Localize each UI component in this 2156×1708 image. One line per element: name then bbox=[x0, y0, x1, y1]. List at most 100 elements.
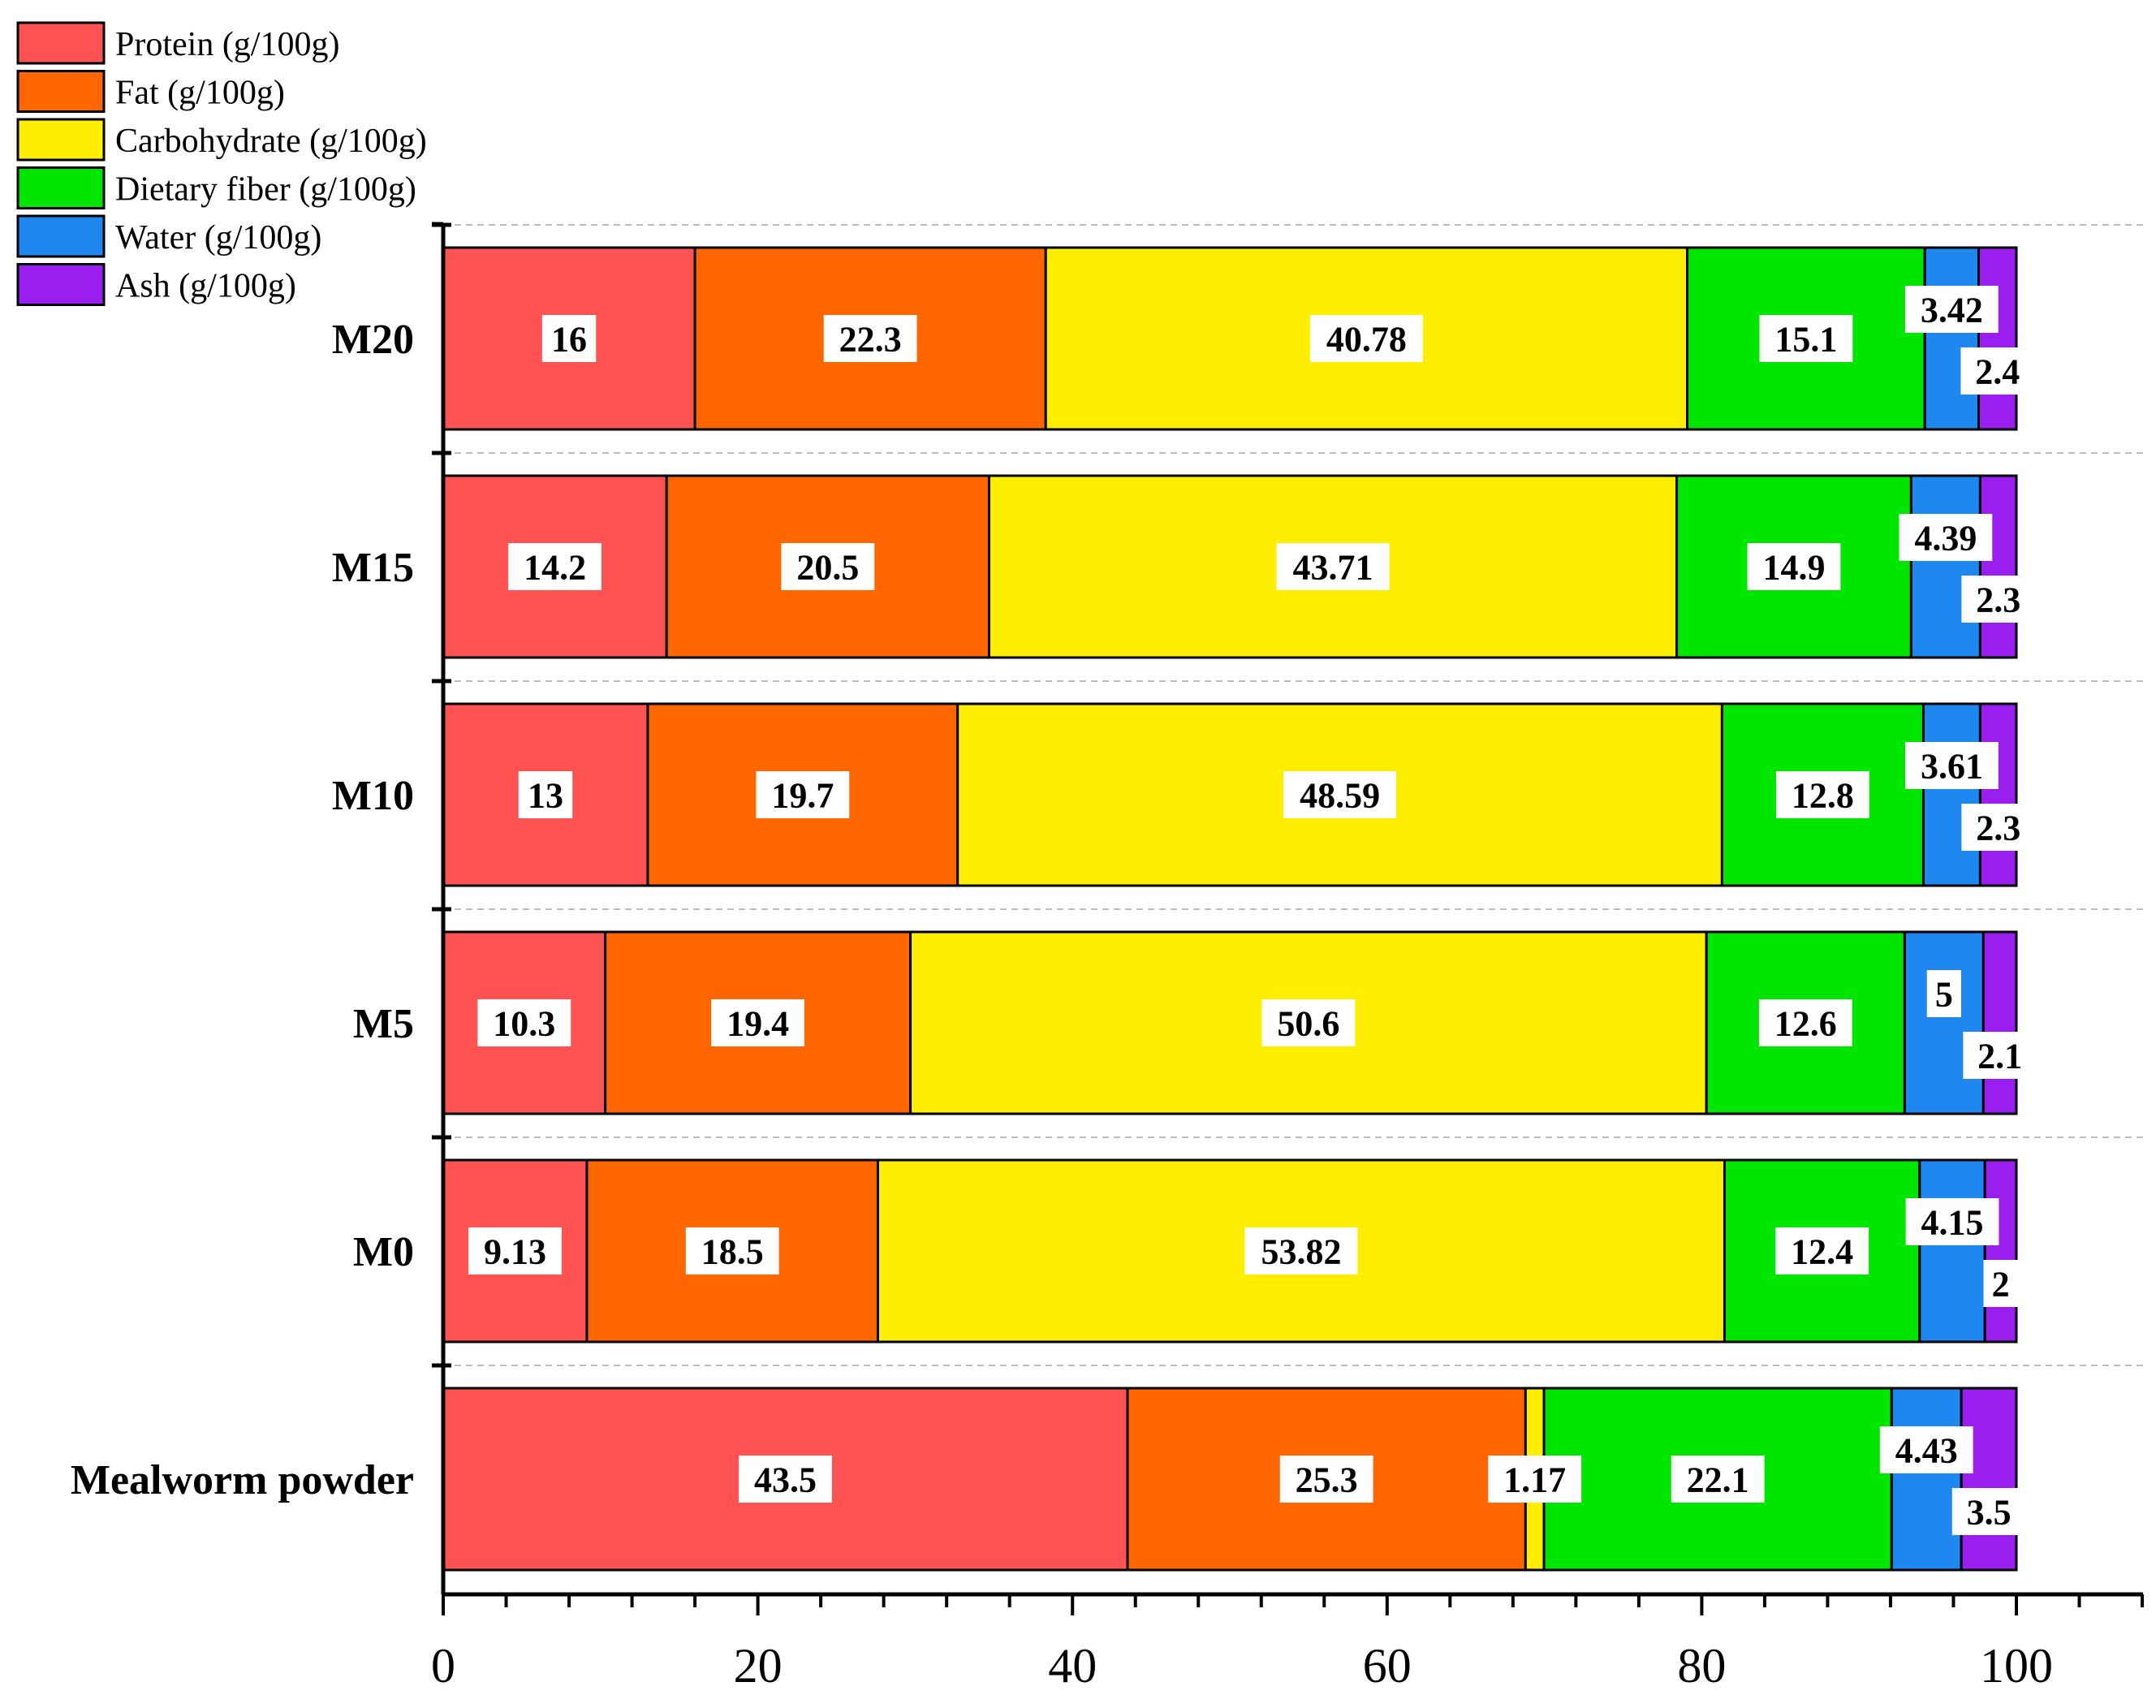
legend: Protein (g/100g) Fat (g/100g) Carbohydrate… bbox=[16, 21, 427, 306]
category-label: M15 bbox=[332, 545, 414, 591]
data-label: 2.4 bbox=[1975, 352, 2020, 391]
legend-label: Protein (g/100g) bbox=[115, 26, 339, 63]
bar-segment bbox=[1978, 474, 2018, 659]
data-label-box bbox=[1960, 347, 2035, 395]
data-label-box bbox=[1244, 1227, 1358, 1275]
bar-segment bbox=[1983, 1158, 2018, 1344]
data-label-box bbox=[1775, 1227, 1869, 1275]
data-label: 16 bbox=[551, 319, 587, 359]
data-label-box bbox=[468, 1227, 562, 1275]
data-label: 19.7 bbox=[771, 775, 834, 815]
data-label: 14.9 bbox=[1762, 547, 1825, 587]
data-label: 20.5 bbox=[796, 547, 859, 587]
bar-segment bbox=[1978, 702, 2018, 887]
x-tick-label: 60 bbox=[1363, 1639, 1412, 1693]
data-label: 22.3 bbox=[839, 319, 902, 359]
data-label: 4.39 bbox=[1914, 518, 1977, 558]
legend-label: Water (g/100g) bbox=[115, 219, 321, 257]
data-label-box bbox=[1926, 970, 1961, 1017]
category-labels: Mealworm powder M0 M5 M10 M15 M20 bbox=[71, 317, 414, 1503]
data-label: 19.4 bbox=[727, 1003, 789, 1043]
legend-label: Fat (g/100g) bbox=[115, 75, 285, 112]
data-label: 14.2 bbox=[524, 547, 586, 587]
data-label-box bbox=[1879, 1426, 1973, 1473]
data-label: 3.42 bbox=[1921, 290, 1983, 330]
data-label: 43.71 bbox=[1293, 547, 1373, 587]
data-label: 4.15 bbox=[1921, 1202, 1984, 1242]
axes: 0 20 40 60 80 100 bbox=[431, 222, 2145, 1693]
data-label: 18.5 bbox=[701, 1231, 764, 1271]
data-label-box bbox=[1951, 1488, 2026, 1535]
data-label-box bbox=[1283, 771, 1397, 818]
legend-swatch bbox=[16, 118, 106, 162]
legend-swatch bbox=[16, 263, 106, 306]
data-label-box bbox=[477, 999, 571, 1046]
category-label: M5 bbox=[353, 1001, 414, 1047]
data-label-box bbox=[1671, 1456, 1765, 1503]
data-label: 1.17 bbox=[1503, 1460, 1566, 1499]
data-label-box bbox=[823, 315, 917, 362]
x-tick-label: 0 bbox=[431, 1639, 455, 1693]
data-label: 12.8 bbox=[1792, 775, 1854, 815]
bar-segment bbox=[1909, 474, 1981, 659]
data-label: 2.3 bbox=[1976, 808, 2020, 848]
data-label-box bbox=[711, 999, 804, 1046]
x-tick-label: 100 bbox=[1980, 1639, 2053, 1693]
legend-swatch bbox=[16, 214, 106, 258]
data-label-box bbox=[756, 771, 850, 818]
category-label: Mealworm powder bbox=[71, 1457, 414, 1503]
bar-segment bbox=[1921, 702, 1981, 887]
data-label: 40.78 bbox=[1326, 319, 1407, 359]
data-label-box bbox=[508, 543, 602, 590]
bar-segment bbox=[1918, 1158, 1986, 1344]
data-label: 9.13 bbox=[484, 1231, 546, 1271]
legend-swatch bbox=[16, 21, 106, 65]
x-tick-label: 80 bbox=[1677, 1639, 1726, 1693]
data-label-box bbox=[1961, 804, 2036, 851]
data-label-box bbox=[541, 315, 597, 362]
bar-segment bbox=[1903, 930, 1985, 1115]
data-label-box bbox=[1905, 1198, 1999, 1245]
x-tick-label: 40 bbox=[1048, 1639, 1097, 1693]
data-label: 43.5 bbox=[754, 1460, 817, 1499]
data-label-box bbox=[1905, 742, 1999, 789]
data-label-box bbox=[1279, 1456, 1373, 1503]
data-label: 15.1 bbox=[1774, 319, 1837, 359]
data-label-box bbox=[739, 1456, 832, 1503]
data-label: 3.5 bbox=[1967, 1492, 2012, 1532]
data-label-box bbox=[1963, 1032, 2037, 1079]
data-label: 53.82 bbox=[1261, 1231, 1341, 1271]
bar-segment bbox=[1981, 930, 2018, 1115]
data-label-box bbox=[1904, 286, 1999, 333]
data-label: 12.4 bbox=[1791, 1231, 1853, 1271]
data-label: 13 bbox=[528, 775, 563, 815]
data-label: 3.61 bbox=[1921, 746, 1983, 786]
legend-label: Dietary fiber (g/100g) bbox=[115, 171, 416, 209]
data-label-box bbox=[518, 771, 573, 818]
data-label: 10.3 bbox=[493, 1003, 555, 1043]
category-label: M20 bbox=[332, 317, 414, 363]
bars: 43.5 25.3 1.17 22.1 4.433.5 9.13 18.5 53.82 12.4… bbox=[442, 246, 2037, 1572]
bar-segment bbox=[1890, 1387, 1963, 1572]
category-label: M0 bbox=[353, 1229, 414, 1275]
data-label: 12.6 bbox=[1774, 1003, 1837, 1043]
data-label-box bbox=[1758, 999, 1852, 1046]
data-label-box bbox=[1759, 315, 1853, 362]
data-label: 2.3 bbox=[1976, 580, 2020, 619]
data-label-box bbox=[1961, 576, 2036, 623]
category-label: M10 bbox=[332, 773, 414, 819]
data-label-box bbox=[1747, 543, 1841, 590]
data-label: 25.3 bbox=[1296, 1460, 1358, 1499]
legend-label: Carbohydrate (g/100g) bbox=[115, 123, 427, 160]
data-label: 50.6 bbox=[1277, 1003, 1339, 1043]
data-label-box bbox=[1776, 771, 1869, 818]
legend-swatch bbox=[16, 70, 106, 113]
legend-label: Ash (g/100g) bbox=[115, 268, 296, 305]
bar-segment bbox=[442, 474, 668, 659]
data-label: 48.59 bbox=[1300, 775, 1380, 815]
data-label: 22.1 bbox=[1687, 1460, 1749, 1499]
data-label: 4.43 bbox=[1895, 1430, 1958, 1470]
bar-segment bbox=[1675, 474, 1912, 659]
data-label-box bbox=[1983, 1260, 2018, 1307]
data-label-box bbox=[1899, 514, 1993, 561]
